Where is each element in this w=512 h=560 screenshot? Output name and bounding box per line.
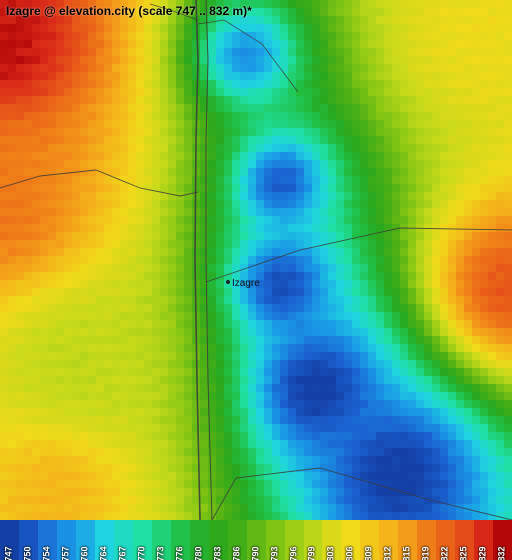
legend-cell: 790	[247, 520, 266, 560]
elevation-map-frame: Izagre @ elevation.city (scale 747 .. 83…	[0, 0, 512, 560]
legend-cell: 750	[19, 520, 38, 560]
color-scale-legend: 747 750 754 757 760 764 767 770 773 776 780 783 786 7…	[0, 520, 512, 560]
legend-value: 780	[193, 546, 205, 560]
legend-value: 750	[22, 546, 34, 560]
legend-cell: 796	[285, 520, 304, 560]
legend-value: 819	[421, 546, 433, 560]
legend-value: 803	[326, 546, 338, 560]
legend-cell: 767	[114, 520, 133, 560]
legend-value: 747	[3, 546, 15, 560]
legend-cell: 786	[228, 520, 247, 560]
legend-value: 770	[136, 546, 148, 560]
legend-value: 776	[174, 546, 186, 560]
legend-cell: 812	[379, 520, 398, 560]
legend-value: 754	[41, 546, 53, 560]
legend-cell: 754	[38, 520, 57, 560]
place-marker-dot	[226, 280, 230, 284]
map-title: Izagre @ elevation.city (scale 747 .. 83…	[6, 4, 252, 18]
legend-value: 786	[231, 546, 243, 560]
legend-value: 809	[364, 546, 376, 560]
legend-cell: 757	[57, 520, 76, 560]
legend-cell: 829	[474, 520, 493, 560]
legend-cell: 776	[171, 520, 190, 560]
legend-cell: 806	[341, 520, 360, 560]
legend-value: 764	[98, 546, 110, 560]
legend-value: 815	[402, 546, 414, 560]
legend-cell: 822	[436, 520, 455, 560]
legend-cell: 799	[304, 520, 323, 560]
legend-value: 822	[440, 546, 452, 560]
legend-value: 825	[459, 546, 471, 560]
legend-cell: 770	[133, 520, 152, 560]
legend-cell: 760	[76, 520, 95, 560]
legend-value: 760	[79, 546, 91, 560]
legend-value: 790	[250, 546, 262, 560]
legend-value: 767	[117, 546, 129, 560]
legend-cell: 803	[322, 520, 341, 560]
legend-cell: 773	[152, 520, 171, 560]
legend-value: 806	[345, 546, 357, 560]
place-marker-label: Izagre	[232, 278, 260, 289]
legend-cell: 783	[209, 520, 228, 560]
elevation-heatmap	[0, 0, 512, 520]
legend-cell: 747	[0, 520, 19, 560]
legend-value: 783	[212, 546, 224, 560]
legend-cell: 793	[266, 520, 285, 560]
legend-cell: 832	[493, 520, 512, 560]
legend-cell: 825	[455, 520, 474, 560]
legend-value: 796	[288, 546, 300, 560]
legend-value: 812	[383, 546, 395, 560]
legend-cell: 780	[190, 520, 209, 560]
legend-cell: 815	[398, 520, 417, 560]
legend-value: 757	[60, 546, 72, 560]
legend-value: 829	[478, 546, 490, 560]
legend-value: 773	[155, 546, 167, 560]
legend-cell: 819	[417, 520, 436, 560]
legend-cell: 809	[360, 520, 379, 560]
legend-value: 793	[269, 546, 281, 560]
legend-value: 799	[307, 546, 319, 560]
legend-cell: 764	[95, 520, 114, 560]
legend-value: 832	[497, 546, 509, 560]
